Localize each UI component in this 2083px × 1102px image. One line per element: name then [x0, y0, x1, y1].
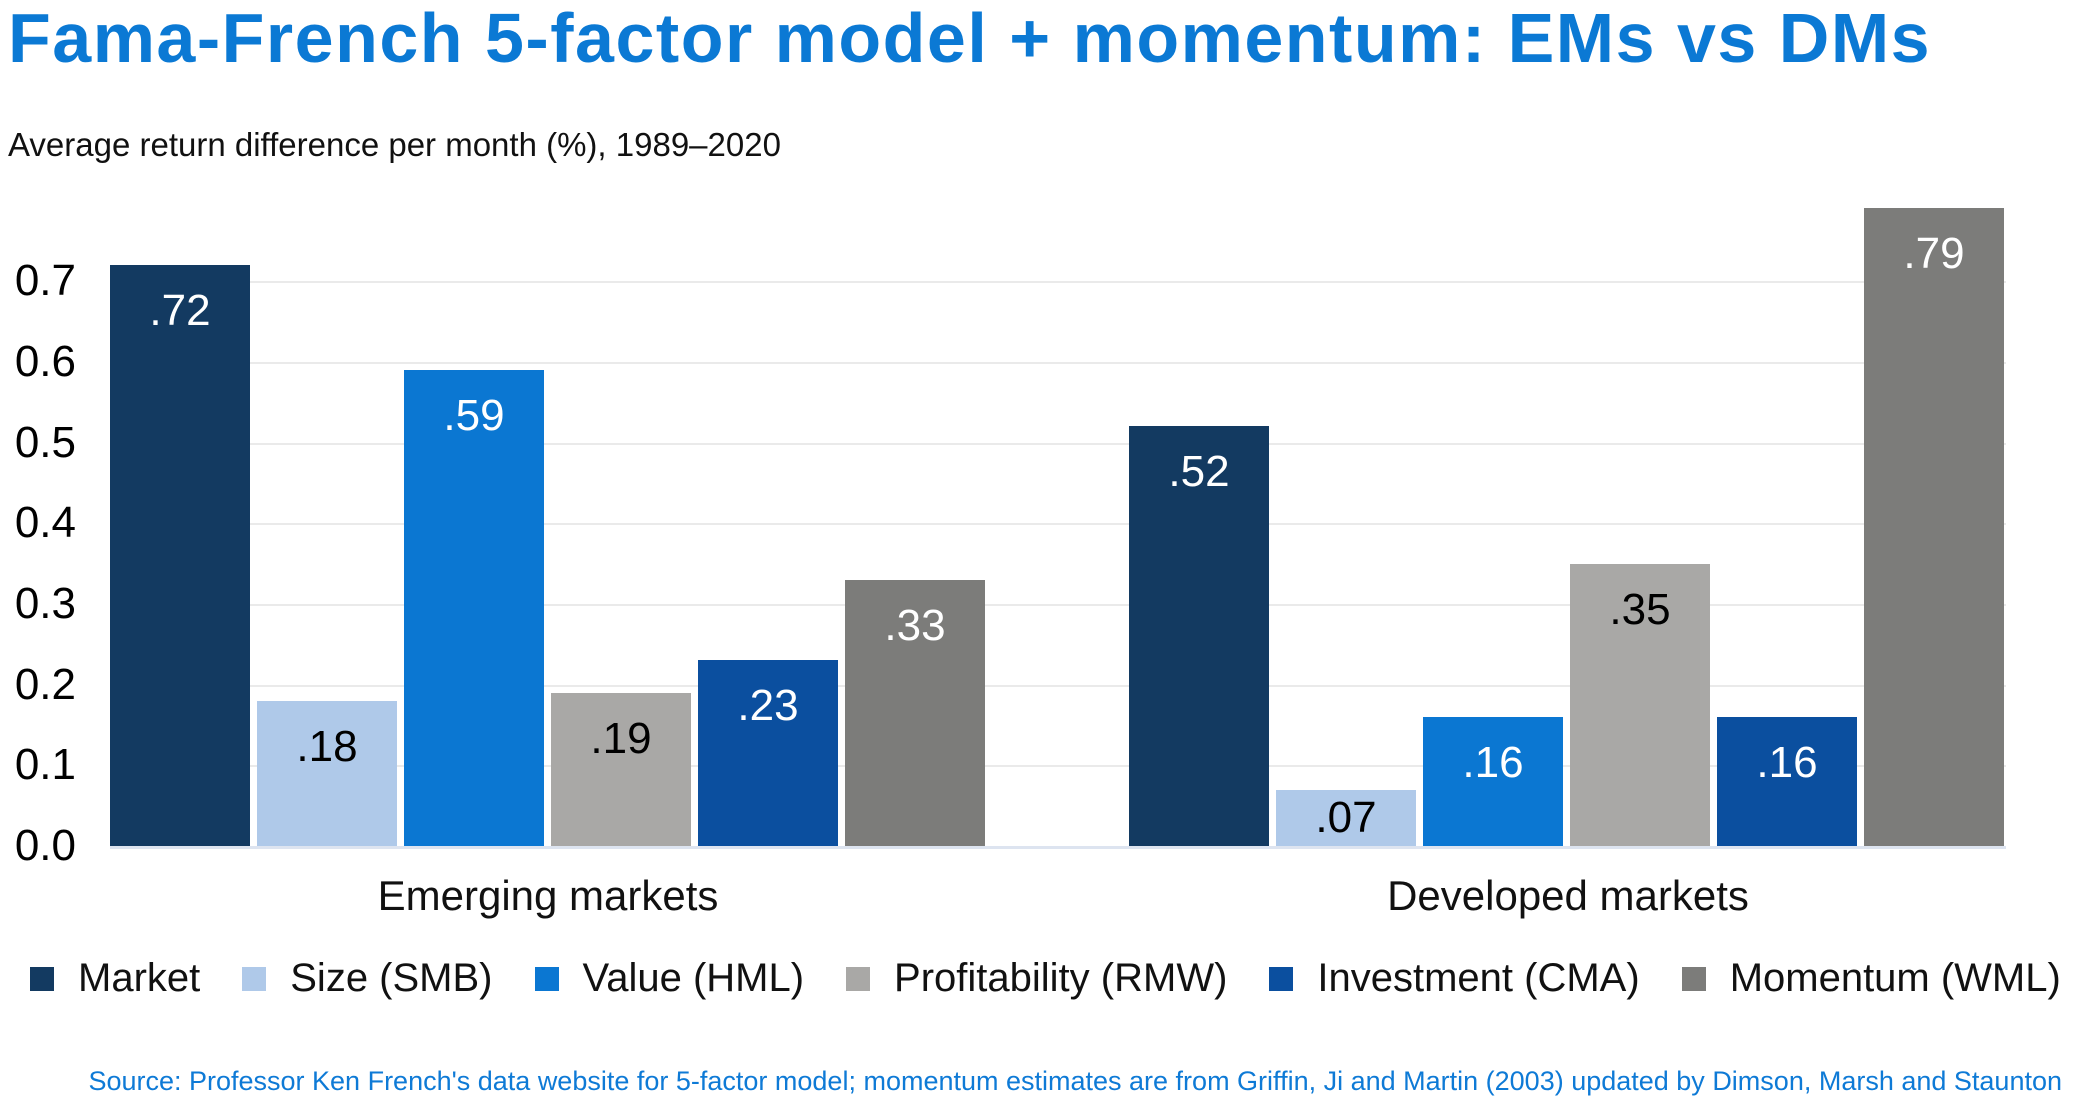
chart-subtitle: Average return difference per month (%),… — [8, 126, 781, 163]
category-label-developed-markets: Developed markets — [1387, 872, 1749, 919]
bar-market-dm: .52 — [1129, 426, 1269, 846]
bar-investment-cma-em: .23 — [698, 660, 838, 846]
legend-swatch-size-smb — [242, 966, 267, 991]
legend-swatch-investment-cma — [1269, 966, 1294, 991]
legend-item-size-smb: Size (SMB) — [242, 956, 493, 1001]
bar-value-label: .72 — [149, 286, 211, 335]
y-axis-tick-0.6: 0.6 — [14, 337, 76, 386]
legend-item-investment-cma: Investment (CMA) — [1269, 956, 1640, 1001]
legend-label-momentum-wml: Momentum (WML) — [1729, 956, 2061, 1000]
y-axis-tick-0.3: 0.3 — [14, 579, 76, 628]
y-axis-tick-0.2: 0.2 — [14, 660, 76, 709]
y-axis-tick-0.7: 0.7 — [14, 256, 76, 305]
bar-value-hml-em: .59 — [404, 370, 544, 846]
gridline — [110, 281, 2006, 283]
y-axis-tick-0.5: 0.5 — [14, 418, 76, 467]
legend-label-investment-cma: Investment (CMA) — [1317, 956, 1640, 1000]
bar-momentum-wml-em: .33 — [845, 580, 985, 846]
bar-value-label: .23 — [737, 681, 799, 730]
bar-value-label: .35 — [1609, 585, 1671, 634]
bar-size-smb-dm: .07 — [1276, 790, 1416, 846]
legend-swatch-momentum-wml — [1681, 966, 1706, 991]
gridline — [110, 604, 2006, 606]
gridline — [110, 443, 2006, 445]
bar-momentum-wml-dm: .79 — [1864, 208, 2004, 846]
x-axis-baseline — [110, 846, 2006, 849]
bar-value-label: .59 — [443, 391, 505, 440]
legend-item-momentum-wml: Momentum (WML) — [1681, 956, 2061, 1001]
source-note: Source: Professor Ken French's data webs… — [88, 1066, 2062, 1096]
gridline — [110, 523, 2006, 525]
y-axis-tick-0.4: 0.4 — [14, 498, 76, 547]
bar-value-label: .33 — [884, 601, 946, 650]
legend-label-market: Market — [78, 956, 201, 1000]
legend-item-profitability-rmw: Profitability (RMW) — [846, 956, 1227, 1001]
gridline — [110, 362, 2006, 364]
bar-value-label: .18 — [296, 722, 358, 771]
y-axis-tick-0.0: 0.0 — [14, 821, 76, 870]
bar-value-hml-dm: .16 — [1423, 717, 1563, 846]
gridline — [110, 685, 2006, 687]
bar-value-label: .52 — [1168, 447, 1230, 496]
legend: Market Size (SMB) Value (HML) Profitability… — [30, 956, 2061, 1001]
bar-profitability-rmw-dm: .35 — [1570, 564, 1710, 846]
legend-swatch-value-hml — [534, 966, 559, 991]
bar-value-label: .79 — [1903, 229, 1965, 278]
bar-market-em: .72 — [110, 265, 250, 846]
legend-item-value-hml: Value (HML) — [534, 956, 805, 1001]
legend-swatch-market — [30, 966, 54, 991]
bar-profitability-rmw-em: .19 — [551, 693, 691, 846]
legend-item-market: Market — [30, 956, 200, 1001]
legend-label-size-smb: Size (SMB) — [290, 956, 493, 1000]
bar-value-label: .16 — [1462, 738, 1524, 787]
chart-title: Fama-French 5-factor model + momentum: E… — [8, 0, 1932, 77]
bar-value-label: .16 — [1756, 738, 1818, 787]
legend-label-value-hml: Value (HML) — [582, 956, 805, 1000]
gridline — [110, 765, 2006, 767]
category-label-emerging-markets: Emerging markets — [377, 872, 719, 919]
bar-size-smb-em: .18 — [257, 701, 397, 846]
y-axis-tick-0.1: 0.1 — [14, 740, 76, 789]
legend-label-profitability-rmw: Profitability (RMW) — [894, 956, 1228, 1000]
bar-value-label: .07 — [1315, 793, 1377, 842]
bar-investment-cma-dm: .16 — [1717, 717, 1857, 846]
bar-value-label: .19 — [590, 714, 652, 763]
legend-swatch-profitability-rmw — [846, 966, 871, 991]
